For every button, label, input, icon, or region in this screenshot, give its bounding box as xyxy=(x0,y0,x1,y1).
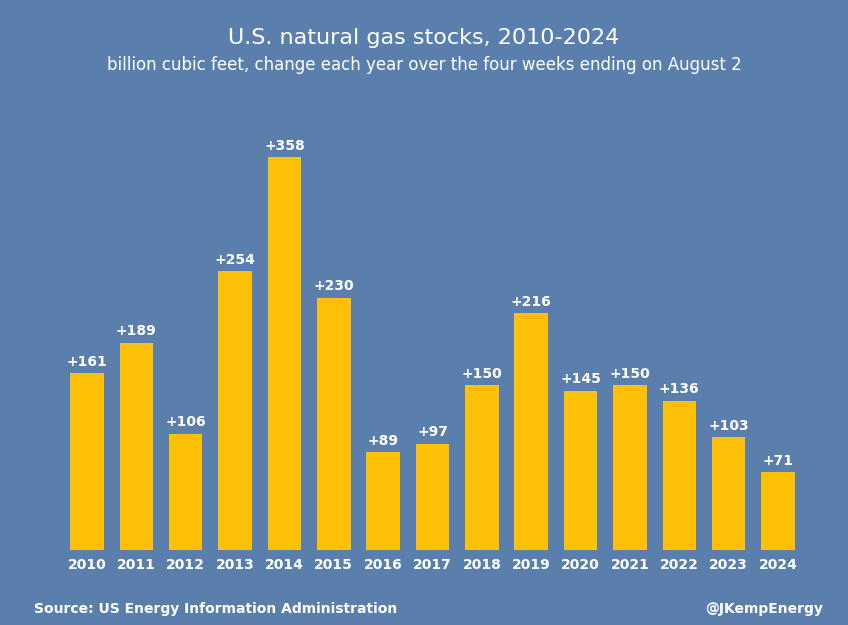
Text: +89: +89 xyxy=(368,434,399,448)
Text: +97: +97 xyxy=(417,425,448,439)
Bar xyxy=(120,342,153,550)
Text: Source: US Energy Information Administration: Source: US Energy Information Administra… xyxy=(34,602,397,616)
Bar xyxy=(662,401,696,550)
Text: @JKempEnergy: @JKempEnergy xyxy=(705,602,823,616)
Bar xyxy=(317,298,350,550)
Bar xyxy=(70,373,103,550)
Text: +216: +216 xyxy=(510,294,551,309)
Bar xyxy=(268,157,301,550)
Bar xyxy=(564,391,597,550)
Bar xyxy=(366,452,400,550)
Bar xyxy=(762,472,795,550)
Text: +189: +189 xyxy=(116,324,157,338)
Bar xyxy=(613,386,647,550)
Bar xyxy=(218,271,252,550)
Text: +103: +103 xyxy=(708,419,749,432)
Text: +71: +71 xyxy=(762,454,794,468)
Bar xyxy=(169,434,203,550)
Text: billion cubic feet, change each year over the four weeks ending on August 2: billion cubic feet, change each year ove… xyxy=(107,56,741,74)
Text: +136: +136 xyxy=(659,382,700,396)
Text: U.S. natural gas stocks, 2010-2024: U.S. natural gas stocks, 2010-2024 xyxy=(228,28,620,48)
Bar xyxy=(711,437,745,550)
Text: +254: +254 xyxy=(215,253,255,267)
Text: +230: +230 xyxy=(314,279,354,293)
Bar xyxy=(465,386,499,550)
Text: +150: +150 xyxy=(461,367,502,381)
Bar xyxy=(416,444,449,550)
Text: +106: +106 xyxy=(165,415,206,429)
Text: +145: +145 xyxy=(561,372,601,386)
Bar xyxy=(515,313,548,550)
Text: +150: +150 xyxy=(610,367,650,381)
Text: +161: +161 xyxy=(66,355,108,369)
Text: +358: +358 xyxy=(264,139,304,152)
